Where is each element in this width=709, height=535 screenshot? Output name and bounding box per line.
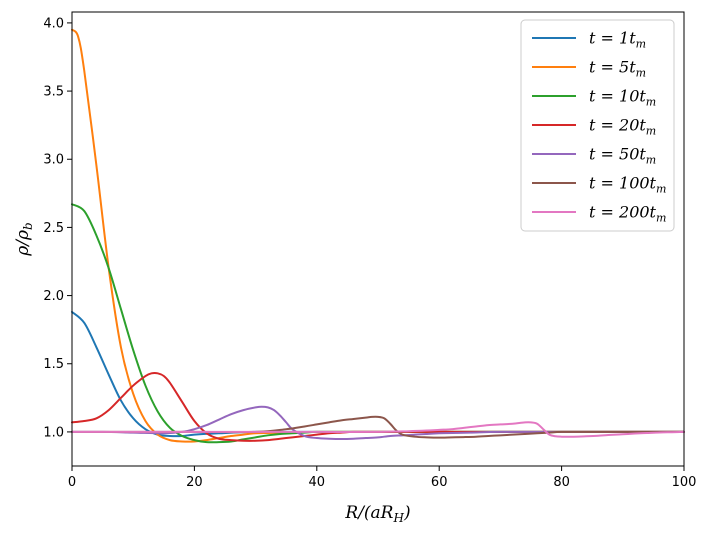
y-tick-label: 3.5 — [43, 85, 64, 100]
legend-label-2: t = 5tm — [589, 58, 646, 80]
y-tick-label: 2.0 — [43, 289, 64, 304]
legend-label-6: t = 100tm — [589, 174, 666, 196]
legend: t = 1tm t = 5tm t = 10tm t = 20tm t = 50tm t … — [520, 19, 675, 232]
legend-box — [520, 19, 675, 232]
y-tick-label: 1.5 — [43, 357, 64, 372]
series-layer — [71, 28, 685, 444]
x-tick-label: 0 — [68, 475, 76, 490]
series-line-5 — [71, 405, 685, 441]
x-tick-label: 20 — [186, 475, 203, 490]
legend-label-5: t = 50tm — [589, 145, 656, 167]
series-line-6 — [71, 415, 685, 439]
y-tick-label: 3.0 — [43, 153, 64, 168]
y-axis-label: ρ/ρb — [13, 222, 35, 256]
series-line-4 — [71, 371, 685, 442]
x-tick-label: 80 — [553, 475, 570, 490]
x-tick-label: 40 — [309, 475, 326, 490]
y-tick-label: 1.0 — [43, 425, 64, 440]
x-tick-label: 100 — [672, 475, 697, 490]
series-line-3 — [71, 203, 685, 444]
y-tick-label: 2.5 — [43, 221, 64, 236]
legend-label-4: t = 20tm — [589, 116, 656, 138]
x-tick-label: 60 — [431, 475, 448, 490]
legend-label-7: t = 200tm — [589, 203, 666, 225]
x-axis-label: R/(aRH) — [344, 503, 410, 525]
plot-frame — [71, 11, 685, 467]
legend-label-1: t = 1tm — [589, 29, 646, 51]
series-line-7 — [71, 421, 685, 438]
ticks-layer: 0 20 40 60 80 100 1.0 1.5 2.0 2.5 3.0 3.5 4.0 — [43, 16, 696, 490]
y-tick-label: 4.0 — [43, 16, 64, 31]
legend-label-3: t = 10tm — [589, 87, 656, 109]
